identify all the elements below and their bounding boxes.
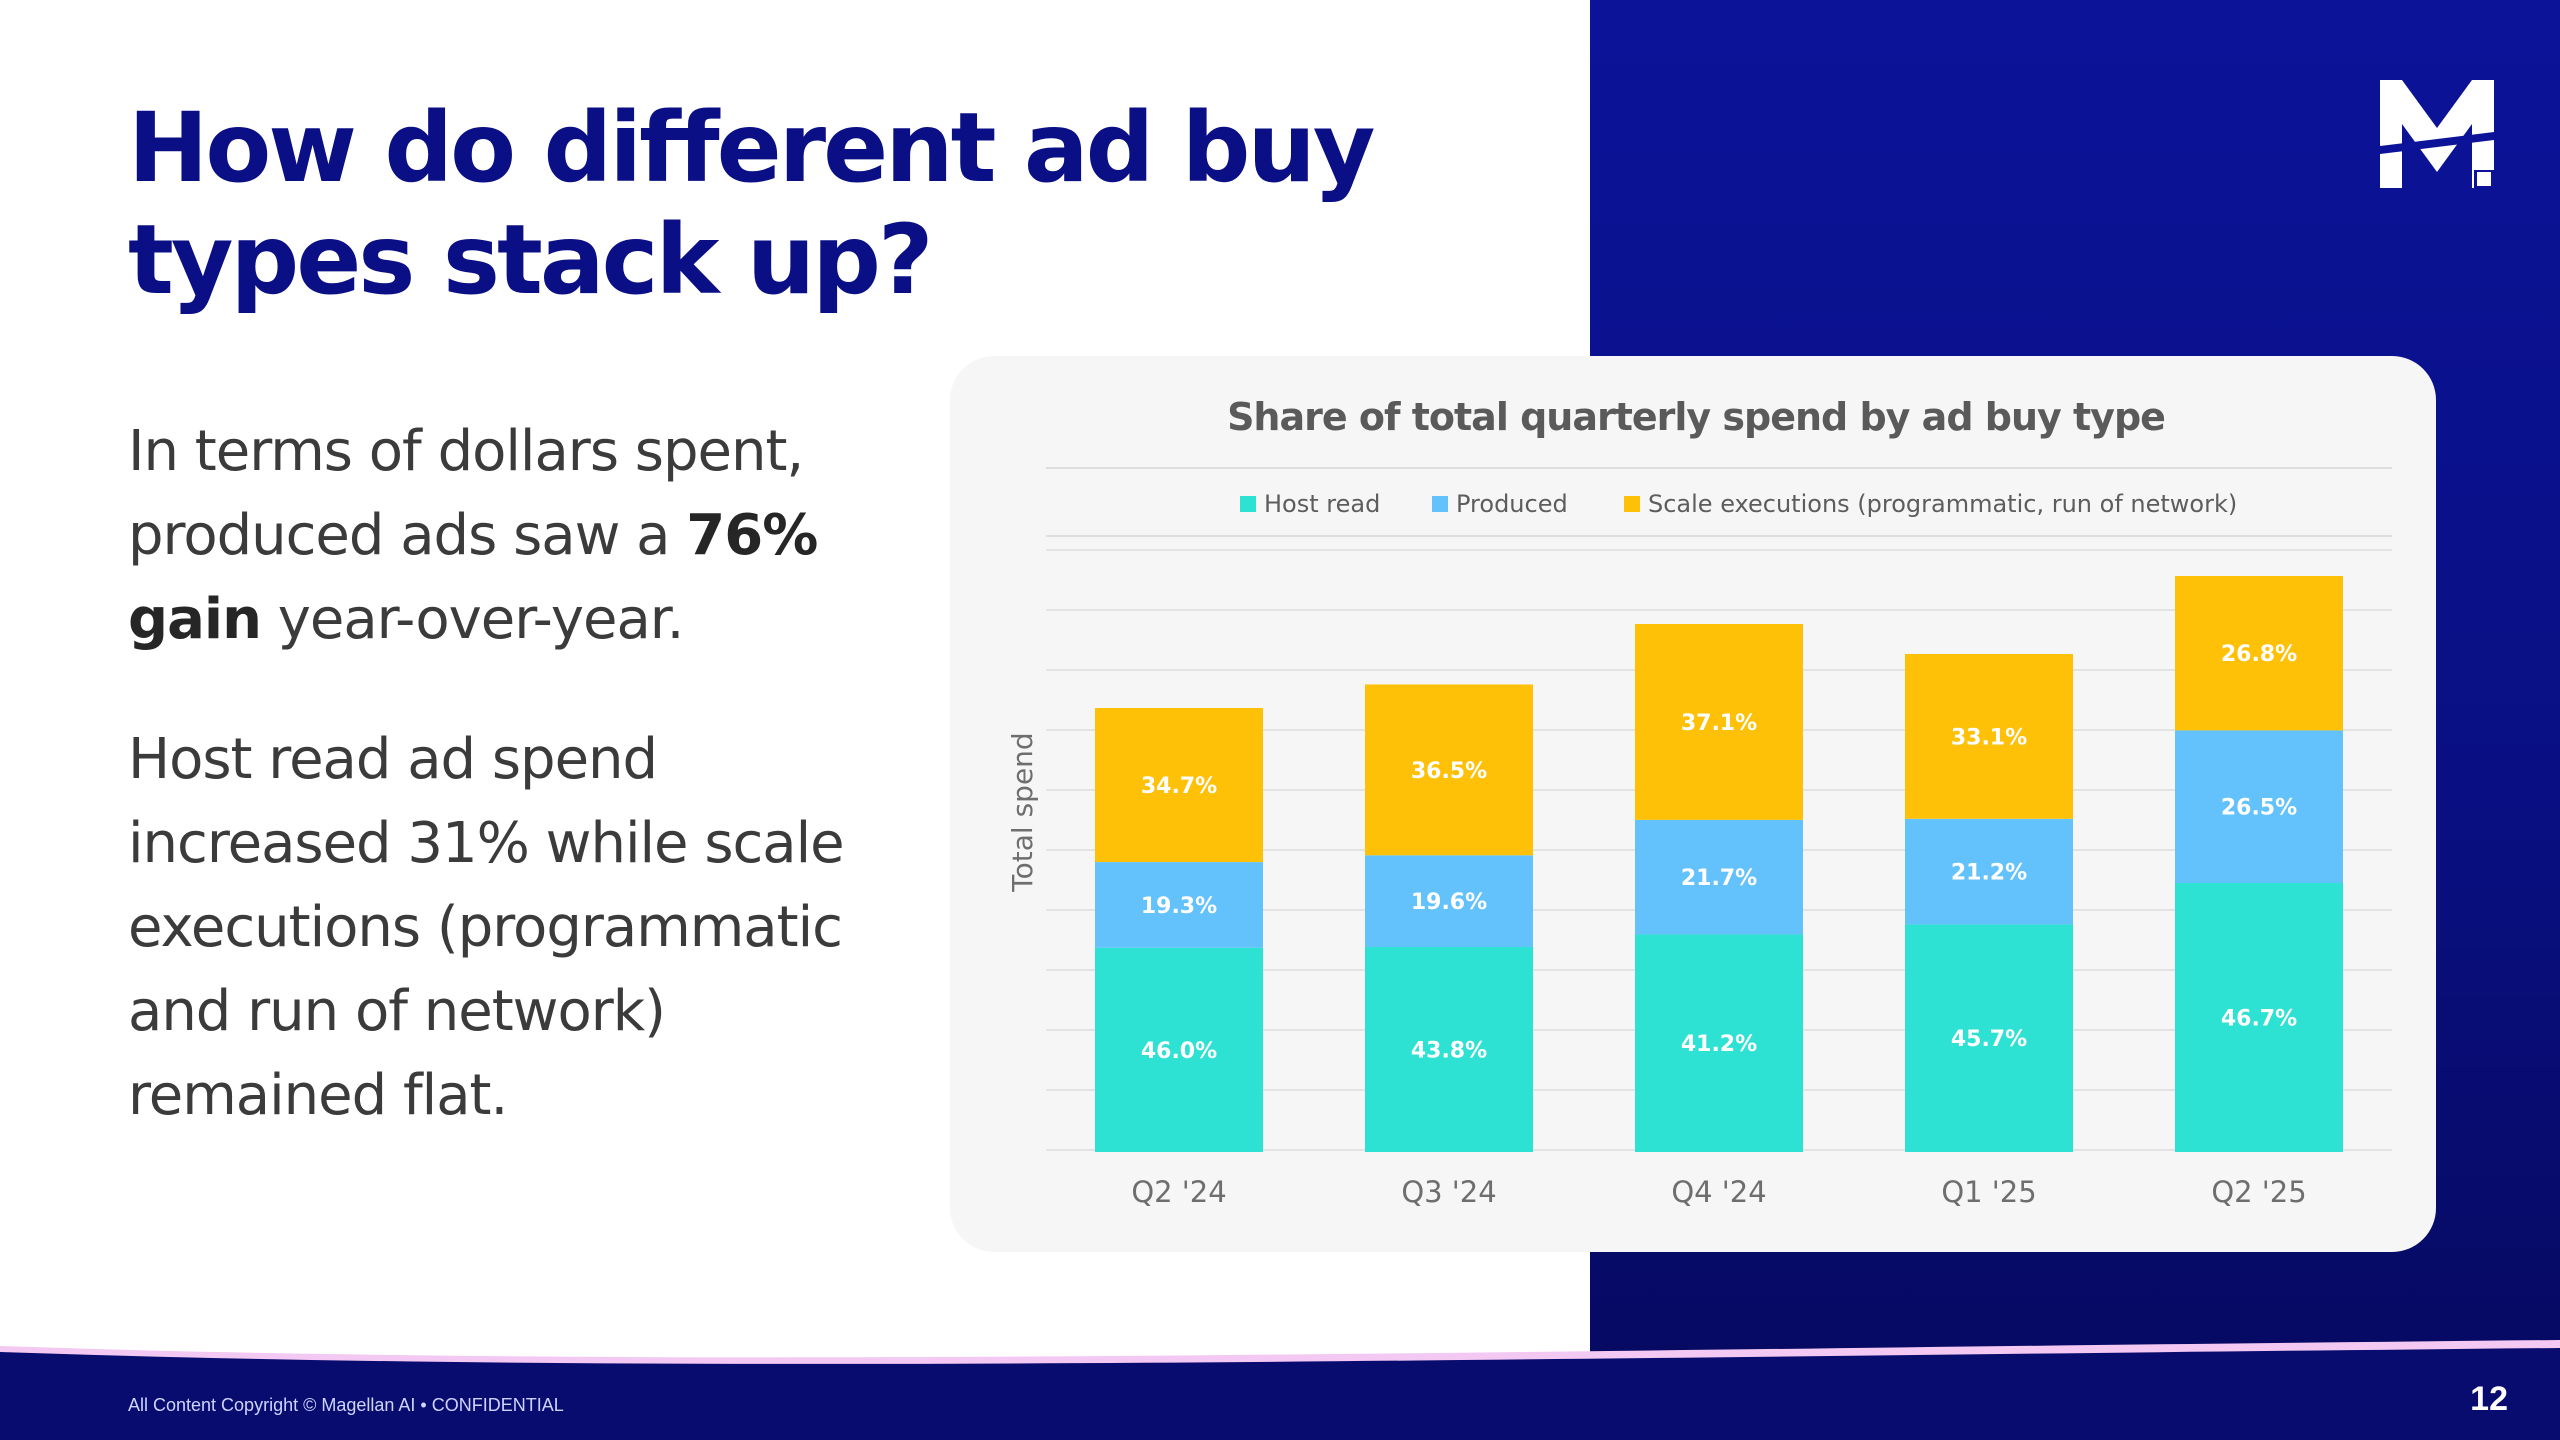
bar-segment-2-1: [1365, 684, 1533, 856]
data-label-2-4: 26.8%: [2221, 642, 2297, 667]
copyright-text: All Content Copyright © Magellan AI • CO…: [128, 1395, 564, 1415]
bar-segment-1-0: [1095, 862, 1263, 948]
chart-title: Share of total quarterly spend by ad buy…: [1227, 395, 2165, 439]
chart-bars: 46.0% 19.3% 34.7% 43.8% 19.6% 36.5% 41.2% 21.7%…: [1095, 576, 2343, 1152]
data-label-0-3: 45.7%: [1951, 1027, 2027, 1052]
data-label-1-2: 21.7%: [1681, 866, 1757, 891]
legend-swatch-1: [1432, 496, 1448, 512]
bar-segment-1-3: [1905, 818, 2073, 925]
data-label-2-2: 37.1%: [1681, 711, 1757, 736]
bar-segment-2-0: [1095, 708, 1263, 863]
data-label-0-4: 46.7%: [2221, 1007, 2297, 1032]
x-tick-label-1: Q3 '24: [1401, 1175, 1496, 1209]
bar-segment-2-3: [1905, 654, 2073, 819]
bar-segment-1-2: [1635, 819, 1803, 935]
paragraph-produced-text-end: year-over-year.: [260, 587, 685, 652]
bar-segment-1-1: [1365, 855, 1533, 948]
paragraph-produced-highlight: 76% gain: [128, 503, 818, 652]
bar-segment-1-4: [2175, 730, 2343, 884]
chart-card: Share of total quarterly spend by ad buy…: [950, 356, 2436, 1252]
data-label-2-1: 36.5%: [1411, 759, 1487, 784]
x-axis-ticks: Q2 '24 Q3 '24 Q4 '24 Q1 '25 Q2 '25: [1131, 1175, 2306, 1209]
footer-wave: [0, 1340, 2560, 1440]
page-number: 12: [2470, 1380, 2508, 1418]
data-label-0-1: 43.8%: [1411, 1039, 1487, 1064]
bar-segment-0-0: [1095, 947, 1263, 1152]
x-tick-label-2: Q4 '24: [1671, 1175, 1766, 1209]
bar-segment-0-2: [1635, 934, 1803, 1152]
bar-segment-2-2: [1635, 624, 1803, 820]
x-tick-label-4: Q2 '25: [2211, 1175, 2306, 1209]
x-tick-label-0: Q2 '24: [1131, 1175, 1226, 1209]
stacked-bar-chart: Share of total quarterly spend by ad buy…: [1006, 395, 2392, 1209]
data-label-1-0: 19.3%: [1141, 894, 1217, 919]
data-label-1-1: 19.6%: [1411, 890, 1487, 915]
legend-label-1: Produced: [1456, 490, 1568, 518]
legend-swatch-0: [1240, 496, 1256, 512]
magellan-logo-icon: [2380, 80, 2494, 188]
bar-segment-0-4: [2175, 883, 2343, 1152]
legend-label-2: Scale executions (programmatic, run of n…: [1648, 490, 2237, 518]
bar-segment-0-1: [1365, 947, 1533, 1152]
bar-segment-0-3: [1905, 924, 2073, 1152]
paragraph-produced-gain: In terms of dollars spent, produced ads …: [128, 410, 918, 662]
paragraph-host-read: Host read ad spend increased 31% while s…: [128, 727, 845, 1128]
data-label-2-3: 33.1%: [1951, 725, 2027, 750]
slide-title: How do different ad buy types stack up?: [128, 92, 1375, 316]
y-axis-label: Total spend: [1006, 732, 1039, 892]
chart-legend: Host read Produced Scale executions (progr…: [1240, 490, 2237, 518]
legend-swatch-2: [1624, 496, 1640, 512]
data-label-1-3: 21.2%: [1951, 861, 2027, 886]
paragraph-produced-text-start: In terms of dollars spent, produced ads …: [128, 419, 804, 568]
data-label-1-4: 26.5%: [2221, 796, 2297, 821]
data-label-0-2: 41.2%: [1681, 1032, 1757, 1057]
x-tick-label-3: Q1 '25: [1941, 1175, 2036, 1209]
legend-label-0: Host read: [1264, 490, 1380, 518]
bar-segment-2-4: [2175, 576, 2343, 731]
data-label-2-0: 34.7%: [1141, 774, 1217, 799]
data-label-0-0: 46.0%: [1141, 1039, 1217, 1064]
